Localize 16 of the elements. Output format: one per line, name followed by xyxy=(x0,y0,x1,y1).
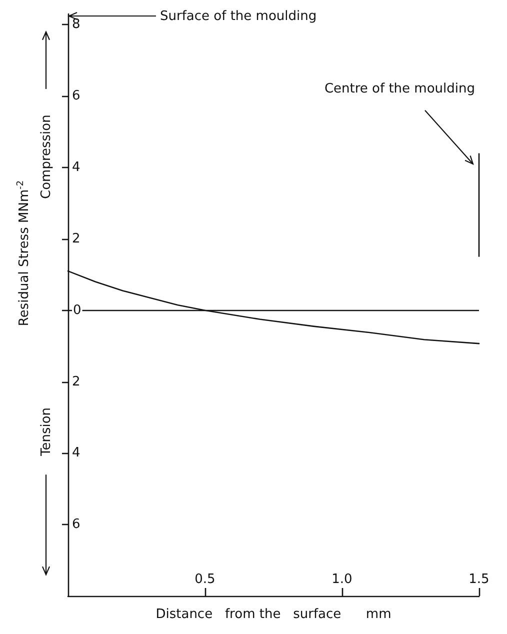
y-tick-label: 6 xyxy=(72,88,80,104)
y-tick-label: 0 xyxy=(73,302,82,318)
x-tick-label: 1.5 xyxy=(468,572,490,587)
annotation: Centre of the moulding xyxy=(324,82,475,97)
y-tick-label: 6 xyxy=(72,517,80,532)
y-tick-label: 4 xyxy=(72,160,80,176)
x-axis-title: Distance from the surface mm xyxy=(156,607,392,622)
y-tick-label: 8 xyxy=(72,17,80,32)
y-tick-label: 2 xyxy=(72,231,80,246)
text: Compression xyxy=(39,114,54,199)
y-tick-label: 2 xyxy=(72,374,80,390)
x-tick-label: 0.5 xyxy=(194,572,216,587)
annotation: Surface of the moulding xyxy=(160,9,317,24)
x-tick-label: 1.0 xyxy=(332,572,352,587)
text: Tension xyxy=(39,407,54,458)
y-tick-label: 4 xyxy=(72,446,80,461)
